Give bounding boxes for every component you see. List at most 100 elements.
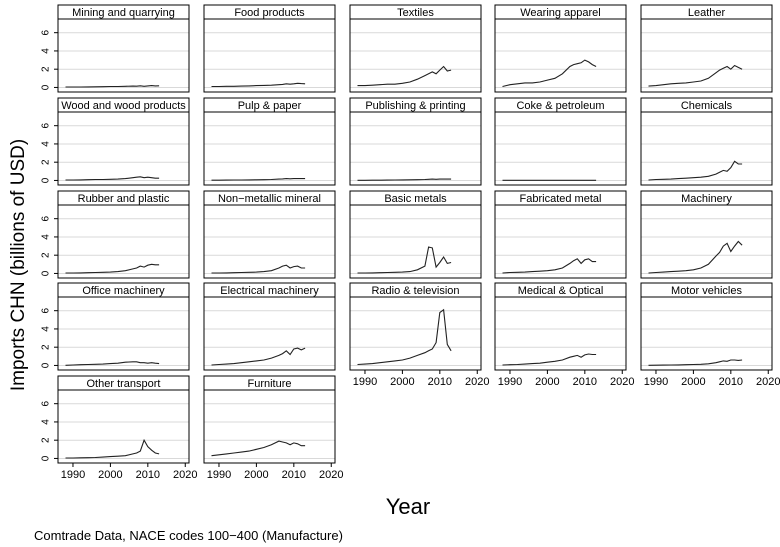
panel-13-title: Basic metals: [384, 193, 447, 205]
panel-4-frame: [494, 18, 627, 93]
panel-9-title: Coke & petroleum: [516, 100, 604, 112]
panel-20-frame: [640, 296, 773, 371]
panel-21-series-line: [65, 438, 160, 459]
panel-19-series-line: [502, 353, 597, 366]
panel-18-xtick-label-1: 2000: [390, 376, 414, 388]
panel-21-xtick-label-1: 2000: [98, 469, 122, 481]
panel-1-ytick-label-0: 0: [41, 84, 52, 90]
panel-18-frame: [349, 296, 482, 371]
panel-1-ytick-label-3: 6: [41, 29, 52, 35]
panel-11-title: Rubber and plastic: [78, 193, 170, 205]
panel-21-ytick-label-0: 0: [41, 455, 52, 461]
panel-19-xtick-label-0: 1990: [498, 376, 522, 388]
panel-20-series-line: [648, 359, 743, 366]
panel-14-series-line: [502, 258, 597, 274]
panel-16-ytick-label-2: 4: [41, 326, 52, 332]
panel-3-series-line: [357, 65, 452, 87]
panel-6-title: Wood and wood products: [61, 100, 186, 112]
panel-14-title: Fabricated metal: [520, 193, 602, 205]
panel-9-frame: [494, 111, 627, 186]
panel-22-xtick-label-2: 2010: [282, 469, 306, 481]
panel-18-title: Radio & television: [371, 285, 459, 297]
panel-20-title: Motor vehicles: [671, 285, 742, 297]
panel-12-series-line: [211, 264, 306, 274]
panel-11-frame: [57, 204, 190, 279]
panel-21-xtick-label-0: 1990: [61, 469, 85, 481]
panel-1-series-line: [65, 85, 160, 88]
panel-22-xtick-label-0: 1990: [207, 469, 231, 481]
panel-22-series-line: [211, 440, 306, 457]
panel-21-ytick-label-2: 4: [41, 419, 52, 425]
panel-1-title: Mining and quarrying: [72, 7, 175, 19]
panel-7-title: Pulp & paper: [238, 100, 302, 112]
panel-1-ytick-label-2: 4: [41, 48, 52, 54]
panel-19-xtick-label-2: 2010: [573, 376, 597, 388]
panel-11-ytick-label-3: 6: [41, 215, 52, 221]
panel-13-frame: [349, 204, 482, 279]
panel-1-frame: [57, 18, 190, 93]
panel-21-ytick-label-3: 6: [41, 400, 52, 406]
panel-21-frame: [57, 389, 190, 464]
panel-22-xtick-label-1: 2000: [244, 469, 268, 481]
panel-3-frame: [349, 18, 482, 93]
panel-11-ytick-label-1: 2: [41, 252, 52, 258]
panel-10-frame: [640, 111, 773, 186]
panel-21-title: Other transport: [87, 378, 161, 390]
x-axis-title: Year: [0, 494, 780, 520]
panel-16-frame: [57, 296, 190, 371]
y-axis-title-text: Imports CHN (billions of USD): [8, 138, 29, 392]
panel-21-xtick-label-2: 2010: [136, 469, 160, 481]
panel-2-title: Food products: [234, 7, 305, 19]
panel-11-series-line: [65, 263, 160, 274]
panel-15-frame: [640, 204, 773, 279]
panel-20-xtick-label-0: 1990: [644, 376, 668, 388]
panel-21-xtick-label-3: 2020: [173, 469, 197, 481]
panel-7-frame: [203, 111, 336, 186]
panel-18-xtick-label-0: 1990: [353, 376, 377, 388]
panel-17-series-line: [211, 347, 306, 366]
panel-8-title: Publishing & printing: [365, 100, 465, 112]
panel-15-title: Machinery: [681, 193, 732, 205]
panel-19-xtick-label-3: 2020: [610, 376, 634, 388]
panel-18-xtick-label-2: 2010: [428, 376, 452, 388]
panel-21-ytick-label-1: 2: [41, 437, 52, 443]
panel-15-series-line: [648, 240, 743, 274]
panel-3-title: Textiles: [397, 7, 434, 19]
panel-2-series-line: [211, 82, 306, 88]
panel-4-series-line: [502, 59, 597, 88]
panel-5-frame: [640, 18, 773, 93]
panel-5-title: Leather: [688, 7, 726, 19]
panel-1-ytick-label-1: 2: [41, 66, 52, 72]
panel-11-ytick-label-0: 0: [41, 270, 52, 276]
panel-20-xtick-label-3: 2020: [756, 376, 780, 388]
panel-7-series-line: [211, 178, 306, 181]
panel-12-title: Non−metallic mineral: [218, 193, 321, 205]
panel-16-ytick-label-0: 0: [41, 362, 52, 368]
panel-16-ytick-label-3: 6: [41, 307, 52, 313]
panel-12-frame: [203, 204, 336, 279]
panel-19-title: Medical & Optical: [518, 285, 604, 297]
panel-8-frame: [349, 111, 482, 186]
panel-4-title: Wearing apparel: [520, 7, 601, 19]
panel-16-title: Office machinery: [82, 285, 165, 297]
panel-19-frame: [494, 296, 627, 371]
panel-22-xtick-label-3: 2020: [319, 469, 343, 481]
panel-16-series-line: [65, 361, 160, 366]
panel-16-ytick-label-1: 2: [41, 344, 52, 350]
panel-19-xtick-label-1: 2000: [535, 376, 559, 388]
panel-11-ytick-label-2: 4: [41, 234, 52, 240]
panel-6-ytick-label-3: 6: [41, 122, 52, 128]
panel-10-title: Chemicals: [681, 100, 733, 112]
panel-6-ytick-label-0: 0: [41, 177, 52, 183]
panel-22-frame: [203, 389, 336, 464]
panel-6-frame: [57, 111, 190, 186]
panel-6-ytick-label-1: 2: [41, 159, 52, 165]
panel-22-title: Furniture: [247, 378, 291, 390]
panel-6-ytick-label-2: 4: [41, 141, 52, 147]
panel-18-series-line: [357, 308, 452, 366]
x-axis-title-text: Year: [385, 494, 431, 519]
panel-17-frame: [203, 296, 336, 371]
panel-13-series-line: [357, 246, 452, 274]
panel-5-series-line: [648, 64, 743, 87]
